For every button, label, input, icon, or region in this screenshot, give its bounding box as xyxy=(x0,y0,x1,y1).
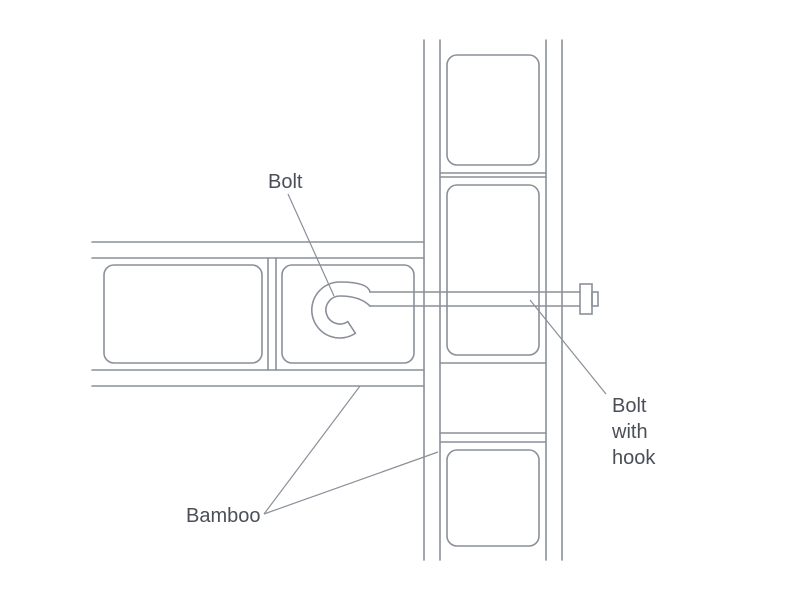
label-bolt: Bolt xyxy=(268,171,303,193)
label-bamboo: Bamboo xyxy=(186,505,261,527)
label-bolt-with-hook-1: Bolt xyxy=(612,395,647,417)
label-bolt-with-hook-2: with xyxy=(611,421,648,443)
bamboo-bolt-diagram: Bolt Bamboo Bolt with hook xyxy=(0,0,800,600)
label-bolt-with-hook-3: hook xyxy=(612,447,656,469)
